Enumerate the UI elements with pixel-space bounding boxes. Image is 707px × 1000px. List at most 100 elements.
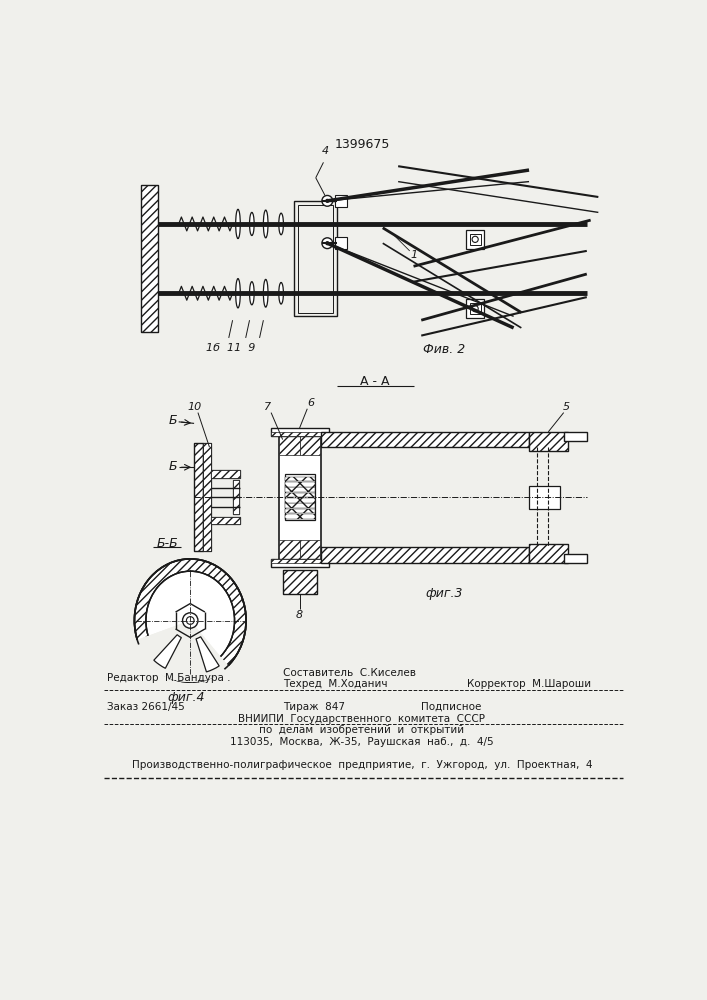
Bar: [211, 470, 240, 478]
Wedge shape: [154, 635, 182, 668]
Bar: [211, 517, 240, 524]
Text: 10: 10: [187, 402, 201, 412]
Text: Составитель  С.Киселев: Составитель С.Киселев: [283, 668, 416, 678]
Bar: [141, 185, 158, 332]
Bar: [466, 299, 484, 318]
Bar: [285, 477, 315, 481]
Text: по  делам  изобретений  и  открытий: по делам изобретений и открытий: [259, 725, 464, 735]
Bar: [298, 205, 333, 312]
Bar: [285, 503, 315, 508]
Text: Б: Б: [169, 414, 177, 427]
Bar: [469, 303, 481, 314]
Bar: [469, 234, 481, 245]
Text: Техред  М.Ходанич: Техред М.Ходанич: [283, 679, 387, 689]
Ellipse shape: [279, 213, 284, 235]
Ellipse shape: [264, 279, 268, 307]
Bar: [321, 432, 529, 447]
Text: Корректор  М.Шароши: Корректор М.Шароши: [467, 679, 592, 689]
Bar: [563, 432, 587, 441]
Bar: [285, 498, 315, 503]
Bar: [563, 554, 587, 563]
Bar: [529, 432, 568, 451]
Bar: [466, 230, 484, 249]
Wedge shape: [196, 637, 219, 672]
Wedge shape: [132, 620, 230, 682]
Bar: [271, 559, 329, 567]
Circle shape: [472, 236, 478, 242]
Bar: [321, 547, 529, 563]
Text: 1: 1: [410, 250, 417, 260]
Bar: [335, 195, 346, 207]
Bar: [271, 432, 329, 436]
Circle shape: [187, 617, 194, 624]
Ellipse shape: [235, 279, 240, 308]
Bar: [204, 443, 211, 551]
Text: фиг.4: фиг.4: [168, 691, 205, 704]
Text: 6: 6: [308, 398, 315, 408]
Bar: [283, 570, 317, 594]
Bar: [204, 443, 211, 551]
Bar: [271, 428, 329, 436]
Circle shape: [326, 242, 329, 245]
Text: 113035,  Москва,  Ж-35,  Раушская  наб.,  д.  4/5: 113035, Москва, Ж-35, Раушская наб., д. …: [230, 737, 493, 747]
Text: Подписное: Подписное: [421, 702, 481, 712]
Bar: [283, 570, 317, 594]
Circle shape: [326, 199, 329, 202]
Bar: [294, 201, 337, 316]
Ellipse shape: [250, 212, 254, 235]
Ellipse shape: [264, 210, 268, 238]
Bar: [141, 185, 158, 332]
Circle shape: [322, 195, 333, 206]
Bar: [529, 486, 560, 509]
Bar: [285, 514, 315, 519]
Text: Тираж  847: Тираж 847: [283, 702, 344, 712]
Bar: [285, 509, 315, 513]
Bar: [285, 474, 315, 520]
Text: Б: Б: [169, 460, 177, 473]
Ellipse shape: [279, 282, 284, 304]
Text: Фив. 2: Фив. 2: [423, 343, 465, 356]
Text: 1б  11  9: 1б 11 9: [206, 343, 256, 353]
Circle shape: [322, 238, 333, 249]
Bar: [321, 432, 529, 447]
Bar: [271, 559, 329, 563]
Bar: [335, 237, 346, 249]
Text: 8: 8: [296, 610, 303, 620]
Text: Заказ 2661/45: Заказ 2661/45: [107, 702, 185, 712]
Bar: [233, 480, 239, 514]
Text: фиг.3: фиг.3: [426, 587, 463, 600]
Bar: [279, 540, 300, 563]
Bar: [279, 432, 321, 563]
Text: ВНИИПИ  Государственного  комитета  СССР: ВНИИПИ Государственного комитета СССР: [238, 714, 486, 724]
Bar: [529, 544, 568, 563]
Bar: [279, 432, 300, 455]
Text: Производственно-полиграфическое  предприятие,  г.  Ужгород,  ул.  Проектная,  4: Производственно-полиграфическое предприя…: [132, 760, 592, 770]
Bar: [529, 544, 568, 563]
Bar: [529, 432, 568, 451]
Text: A - A: A - A: [361, 375, 390, 388]
Text: Б-Б: Б-Б: [156, 537, 178, 550]
Text: 1399675: 1399675: [334, 138, 390, 151]
Text: Редактор  М.Бандура .: Редактор М.Бандура .: [107, 673, 230, 683]
Ellipse shape: [146, 571, 235, 670]
Bar: [194, 443, 204, 551]
Bar: [285, 487, 315, 492]
Bar: [321, 547, 529, 563]
Text: 4: 4: [322, 146, 329, 156]
Bar: [285, 493, 315, 497]
Bar: [211, 470, 240, 478]
Circle shape: [472, 306, 478, 312]
Ellipse shape: [134, 559, 246, 682]
Bar: [233, 480, 239, 514]
Bar: [211, 517, 240, 524]
Wedge shape: [132, 620, 230, 682]
Text: 5: 5: [563, 402, 570, 412]
Bar: [285, 482, 315, 487]
Bar: [194, 443, 204, 551]
Ellipse shape: [146, 571, 235, 670]
Ellipse shape: [250, 282, 254, 305]
Circle shape: [182, 613, 198, 628]
Text: 7: 7: [264, 402, 271, 412]
Bar: [300, 432, 320, 455]
Ellipse shape: [235, 209, 240, 239]
